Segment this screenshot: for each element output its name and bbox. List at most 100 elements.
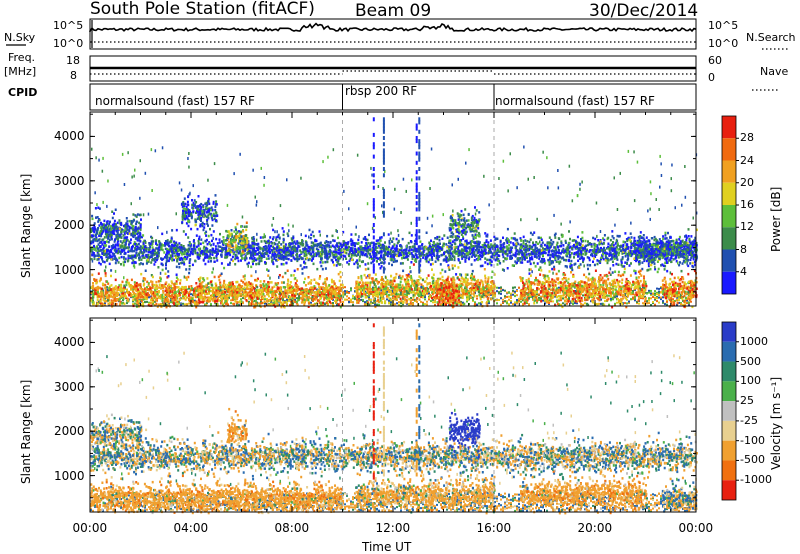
data-cell xyxy=(350,298,352,301)
data-cell xyxy=(166,293,169,296)
data-cell xyxy=(319,297,322,301)
data-cell xyxy=(342,295,345,298)
data-cell xyxy=(130,287,133,290)
data-cell xyxy=(134,302,136,305)
data-cell xyxy=(328,296,330,299)
data-cell xyxy=(271,286,274,289)
data-cell xyxy=(104,283,107,287)
data-cell xyxy=(276,265,279,268)
data-cell xyxy=(296,279,298,282)
data-cell xyxy=(519,261,522,264)
data-cell xyxy=(288,296,291,299)
data-cell xyxy=(536,301,538,304)
data-cell xyxy=(223,279,226,283)
data-cell xyxy=(188,264,191,268)
data-cell xyxy=(672,298,674,301)
data-cell xyxy=(231,298,234,302)
data-cell xyxy=(133,281,136,284)
data-cell xyxy=(382,289,384,292)
data-cell xyxy=(606,294,608,297)
data-cell xyxy=(578,299,580,302)
data-cell xyxy=(195,293,198,297)
data-cell xyxy=(105,293,108,297)
data-cell xyxy=(296,255,299,259)
data-cell xyxy=(460,302,462,305)
data-cell xyxy=(104,272,107,275)
data-cell xyxy=(412,302,414,305)
data-cell xyxy=(282,300,285,304)
data-cell xyxy=(307,305,310,308)
data-cell xyxy=(540,295,542,298)
data-cell xyxy=(161,303,164,307)
data-cell xyxy=(249,282,252,285)
data-cell xyxy=(292,287,294,289)
data-cell xyxy=(581,231,584,234)
data-cell xyxy=(200,300,203,304)
data-cell xyxy=(488,249,490,253)
data-cell xyxy=(127,257,130,260)
data-cell xyxy=(221,297,224,300)
data-cell xyxy=(604,259,607,262)
data-cell xyxy=(246,293,249,296)
data-cell xyxy=(213,286,216,290)
data-cell xyxy=(284,243,287,246)
data-cell xyxy=(358,255,361,258)
data-cell xyxy=(119,300,122,303)
data-cell xyxy=(237,259,240,263)
data-cell xyxy=(654,292,656,295)
data-cell xyxy=(670,253,672,256)
data-cell xyxy=(306,288,309,291)
data-cell xyxy=(368,296,370,299)
data-cell xyxy=(496,299,498,302)
data-cell xyxy=(550,262,553,265)
data-cell xyxy=(280,303,283,306)
data-cell xyxy=(256,293,259,296)
data-cell xyxy=(282,291,285,294)
data-cell xyxy=(107,282,110,285)
data-cell xyxy=(510,236,513,240)
data-cell xyxy=(329,294,332,298)
data-cell xyxy=(496,302,498,305)
data-cell xyxy=(319,287,322,290)
data-cell xyxy=(415,242,418,246)
data-cell xyxy=(496,286,498,289)
data-cell xyxy=(543,262,546,265)
data-cell xyxy=(212,291,215,295)
data-cell xyxy=(377,244,380,248)
data-cell xyxy=(227,263,230,266)
data-cell xyxy=(431,262,434,266)
data-cell xyxy=(566,294,568,297)
data-cell xyxy=(460,300,462,303)
data-cell xyxy=(687,264,690,268)
data-cell xyxy=(320,286,322,289)
data-cell xyxy=(90,293,92,296)
data-cell xyxy=(448,303,450,306)
data-cell xyxy=(474,255,476,258)
data-cell xyxy=(645,259,648,263)
data-cell xyxy=(247,287,250,291)
data-cell xyxy=(398,303,400,306)
data-cell xyxy=(160,243,163,246)
data-cell xyxy=(272,228,275,232)
data-cell xyxy=(315,296,318,299)
data-cell xyxy=(600,298,602,301)
data-cell xyxy=(340,294,342,297)
data-cell xyxy=(243,294,246,297)
data-cell xyxy=(584,297,586,299)
data-cell xyxy=(379,267,382,270)
data-cell xyxy=(92,301,95,304)
data-cell xyxy=(135,289,138,292)
nsky-strip-frame xyxy=(89,18,697,50)
data-cell xyxy=(454,302,456,305)
data-cell xyxy=(320,291,322,294)
data-cell xyxy=(286,291,289,295)
data-cell xyxy=(508,249,511,253)
data-cell xyxy=(139,294,142,298)
data-cell xyxy=(195,305,198,309)
data-cell xyxy=(208,288,211,292)
data-cell xyxy=(228,294,231,297)
data-cell xyxy=(323,289,326,292)
data-cell xyxy=(476,295,478,298)
data-cell xyxy=(376,303,378,306)
data-cell xyxy=(334,295,337,299)
